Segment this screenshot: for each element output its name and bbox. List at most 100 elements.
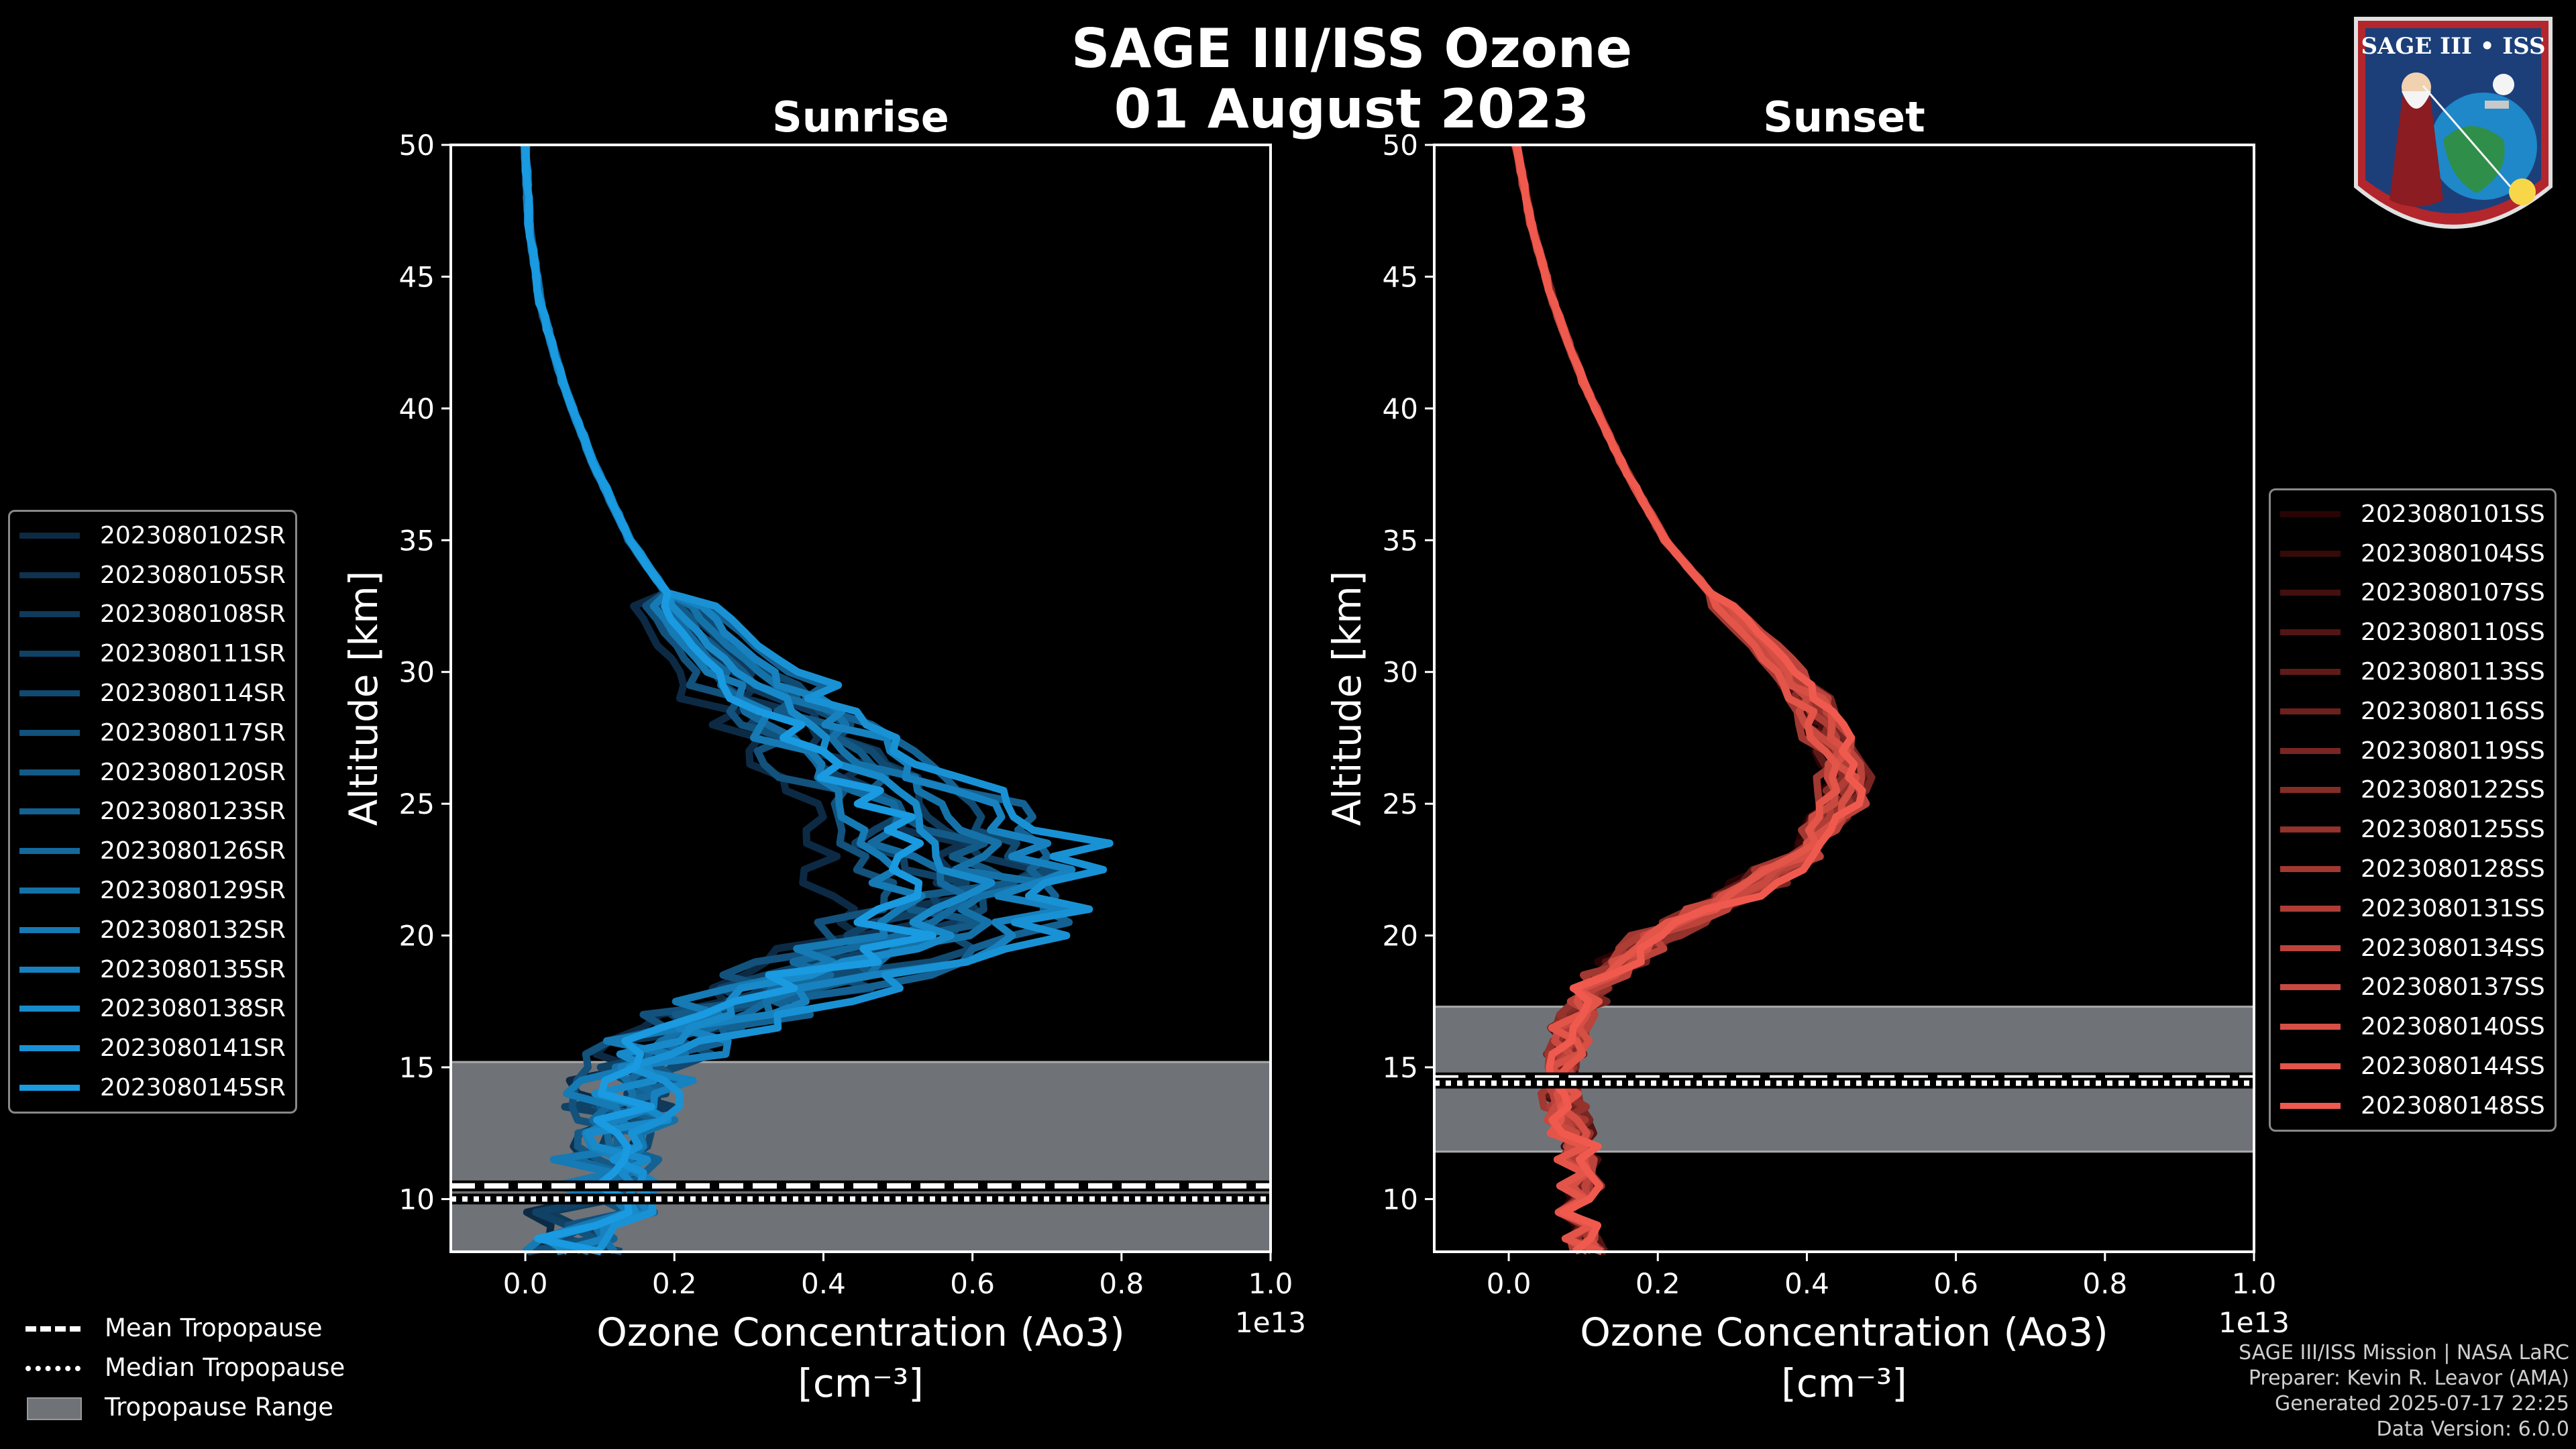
legend-label: 2023080101SS	[2361, 500, 2545, 528]
legend-item: 2023080110SS	[2280, 612, 2545, 652]
y-tick-label: 35	[1383, 524, 1418, 557]
x-tick-label: 0.0	[503, 1267, 548, 1300]
legend-label: 2023080135SR	[100, 955, 286, 983]
credit-line: Preparer: Kevin R. Leavor (AMA)	[2248, 1366, 2569, 1390]
sunset-legend: 2023080101SS 2023080104SS 2023080107SS 2023…	[2269, 488, 2557, 1132]
y-tick-label: 30	[1383, 656, 1418, 689]
legend-swatch	[19, 926, 80, 933]
legend-label: 2023080137SS	[2361, 973, 2545, 1002]
legend-label: 2023080105SR	[100, 561, 286, 589]
legend-label: 2023080134SS	[2361, 934, 2545, 962]
y-axis-label: Altitude [km]	[1324, 571, 1370, 826]
legend-item: 2023080117SR	[19, 713, 286, 753]
legend-label: 2023080108SR	[100, 600, 286, 629]
legend-median-tropopause: Median Tropopause	[25, 1348, 345, 1387]
legend-item: 2023080116SS	[2280, 692, 2545, 731]
x-axis-unit: [cm⁻³]	[1781, 1360, 1907, 1406]
legend-item: 2023080132SR	[19, 910, 286, 950]
sunrise-legend: 2023080102SR 2023080105SR 2023080108SR 2023…	[8, 510, 297, 1114]
legend-label: Tropopause Range	[105, 1393, 334, 1421]
y-tick-label: 30	[399, 656, 435, 689]
logo-title: SAGE III • ISS	[2361, 33, 2545, 60]
legend-label: 2023080129SR	[100, 877, 286, 905]
legend-item: 2023080145SR	[19, 1068, 286, 1108]
credit-line: Data Version: 6.0.0	[2376, 1417, 2569, 1441]
x-tick-label: 0.2	[1635, 1267, 1680, 1300]
legend-swatch	[2280, 826, 2341, 833]
legend-item: 2023080101SS	[2280, 494, 2545, 534]
legend-swatch	[19, 966, 80, 973]
legend-label: 2023080104SS	[2361, 539, 2545, 568]
legend-swatch	[2280, 590, 2341, 596]
legend-swatch	[19, 729, 80, 736]
y-tick-label: 45	[1383, 260, 1418, 293]
legend-label: 2023080102SR	[100, 521, 286, 549]
legend-swatch	[2280, 747, 2341, 754]
legend-swatch	[19, 1045, 80, 1052]
legend-label: 2023080138SR	[100, 995, 286, 1023]
legend-swatch	[19, 532, 80, 539]
legend-item: 2023080107SS	[2280, 574, 2545, 613]
legend-label: 2023080111SR	[100, 640, 286, 668]
legend-swatch	[2280, 905, 2341, 912]
x-tick-label: 0.0	[1487, 1267, 1532, 1300]
legend-item: 2023080129SR	[19, 871, 286, 910]
x-tick-label: 0.8	[1099, 1267, 1144, 1300]
legend-mean-tropopause: Mean Tropopause	[25, 1308, 345, 1348]
legend-item: 2023080108SR	[19, 595, 286, 635]
legend-item: 2023080125SS	[2280, 810, 2545, 849]
legend-item: 2023080144SS	[2280, 1046, 2545, 1086]
x-axis-label: Ozone Concentration (Ao3)	[1580, 1309, 2108, 1355]
credit-line: SAGE III/ISS Mission | NASA LaRC	[2239, 1341, 2569, 1364]
legend-item: 2023080135SR	[19, 950, 286, 989]
legend-label: 2023080148SS	[2361, 1091, 2545, 1120]
y-tick-label: 25	[1383, 788, 1418, 820]
y-tick-label: 15	[1383, 1051, 1418, 1084]
legend-label: Mean Tropopause	[105, 1313, 323, 1342]
legend-label: 2023080145SR	[100, 1074, 286, 1102]
legend-label: 2023080131SS	[2361, 894, 2545, 922]
legend-swatch	[19, 572, 80, 578]
x-tick-label: 0.6	[1933, 1267, 1978, 1300]
y-tick-label: 15	[399, 1051, 435, 1084]
panel-title: Sunset	[1763, 93, 1925, 142]
y-axis-label: Altitude [km]	[341, 571, 386, 826]
legend-item: 2023080113SS	[2280, 652, 2545, 692]
legend-swatch	[2280, 984, 2341, 991]
legend-swatch	[2280, 629, 2341, 636]
legend-label: 2023080141SR	[100, 1034, 286, 1063]
legend-label: 2023080123SR	[100, 798, 286, 826]
sunrise-panel: 0.0 0.2 0.4 0.6 0.8 1.0 10 15 20 25 30 35 40 45 50 1e13…	[341, 93, 1306, 1406]
legend-swatch	[19, 769, 80, 775]
dotted-line-swatch	[25, 1358, 80, 1378]
legend-item: 2023080134SS	[2280, 928, 2545, 968]
y-tick-label: 35	[399, 524, 435, 557]
legend-item: 2023080148SS	[2280, 1086, 2545, 1126]
legend-label: 2023080120SR	[100, 758, 286, 786]
y-tick-label: 45	[399, 260, 435, 293]
y-tick-label: 10	[1383, 1183, 1418, 1216]
legend-item: 2023080138SR	[19, 989, 286, 1029]
y-tick-label: 40	[399, 392, 435, 425]
sunset-panel: 0.0 0.2 0.4 0.6 0.8 1.0 10 15 20 25 30 35 40 45 50 1e13…	[1324, 93, 2290, 1406]
legend-item: 2023080126SR	[19, 831, 286, 871]
dashed-line-swatch	[25, 1318, 80, 1338]
legend-label: 2023080125SS	[2361, 816, 2545, 844]
y-tick-label: 20	[1383, 920, 1418, 953]
legend-swatch	[19, 690, 80, 697]
x-tick-label: 1.0	[2232, 1267, 2277, 1300]
x-axis-unit: [cm⁻³]	[798, 1360, 924, 1406]
legend-item: 2023080128SS	[2280, 849, 2545, 889]
legend-swatch	[19, 848, 80, 855]
legend-label: 2023080122SS	[2361, 776, 2545, 804]
credit-line: Generated 2025-07-17 22:25	[2274, 1392, 2569, 1415]
legend-item: 2023080111SR	[19, 634, 286, 674]
x-offset-label: 1e13	[2218, 1306, 2290, 1339]
legend-label: 2023080140SS	[2361, 1013, 2545, 1041]
y-tick-label: 25	[399, 788, 435, 820]
legend-label: 2023080107SS	[2361, 579, 2545, 607]
legend-item: 2023080102SR	[19, 516, 286, 555]
profile-line-2023080145SR	[521, 144, 936, 1256]
figure-date: 01 August 2023	[1114, 78, 1590, 140]
